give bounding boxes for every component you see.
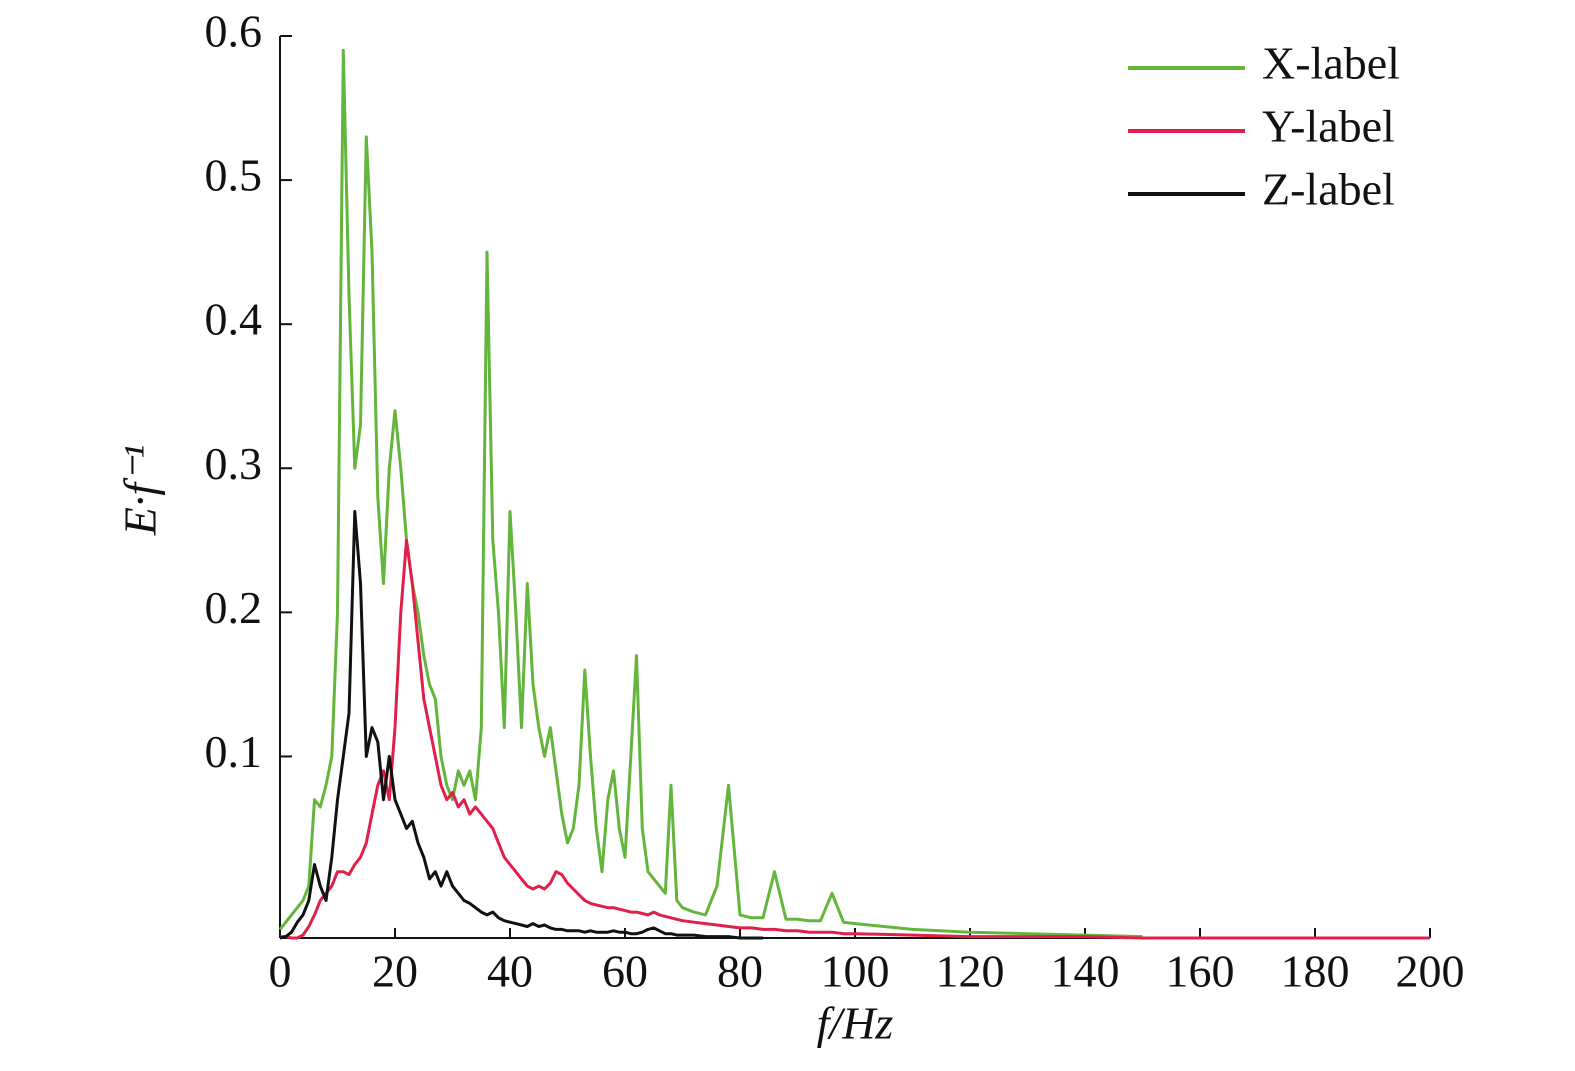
y-tick-label: 0.6 [205, 6, 263, 57]
legend-label: Z-label [1262, 164, 1395, 215]
x-tick-label: 140 [1051, 946, 1120, 997]
y-axis-label: E·f⁻¹ [115, 445, 166, 536]
y-tick-label: 0.3 [205, 438, 263, 489]
x-tick-label: 160 [1166, 946, 1235, 997]
legend-label: Y-label [1262, 101, 1395, 152]
series-line [278, 48, 1143, 939]
x-tick-label: 0 [269, 946, 292, 997]
x-tick-label: 180 [1281, 946, 1350, 997]
x-tick-label: 60 [602, 946, 648, 997]
legend-label: X-label [1262, 38, 1400, 89]
x-tick-label: 80 [717, 946, 763, 997]
y-tick-label: 0.1 [205, 726, 263, 777]
x-tick-label: 200 [1396, 946, 1465, 997]
x-tick-label: 40 [487, 946, 533, 997]
y-tick-label: 0.5 [205, 150, 263, 201]
y-tick-label: 0.2 [205, 582, 263, 633]
x-tick-label: 120 [936, 946, 1005, 997]
x-tick-label: 100 [821, 946, 890, 997]
x-axis-label: f/Hz [817, 998, 894, 1049]
series-line [279, 510, 763, 940]
x-tick-label: 20 [372, 946, 418, 997]
series-line [280, 538, 1430, 940]
y-tick-label: 0.4 [205, 294, 263, 345]
